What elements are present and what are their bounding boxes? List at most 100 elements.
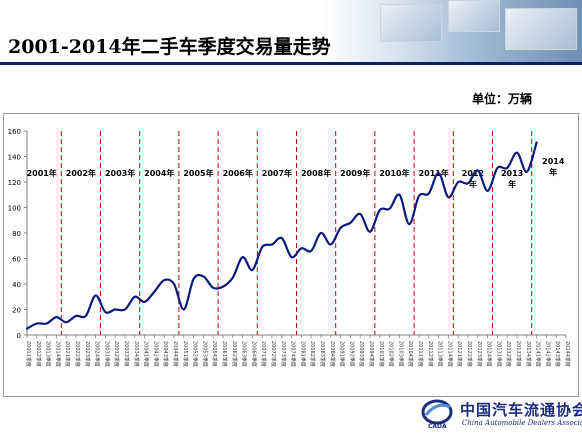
x-tick-label: 20062季度 (231, 341, 238, 367)
data-point (134, 296, 136, 298)
x-tick-label: 20134季度 (525, 341, 532, 367)
data-point (300, 247, 302, 249)
x-tick-label: 20112季度 (427, 341, 434, 367)
data-point (124, 309, 126, 311)
x-tick-label: 20063季度 (241, 341, 248, 367)
year-label: 2002年 (66, 168, 96, 178)
x-tick-label: 20024季度 (94, 341, 101, 367)
year-label: 2010年 (379, 168, 409, 178)
x-tick-label: 20143季度 (554, 341, 561, 367)
year-label: 2003年 (105, 168, 135, 178)
org-logo: CADA 中国汽车流通协会 China Automobile Dealers A… (420, 395, 582, 437)
data-point (212, 287, 214, 289)
x-tick-label: 20123季度 (476, 341, 483, 367)
data-point (526, 171, 528, 173)
y-tick-label: 140 (8, 154, 21, 162)
data-point (320, 232, 322, 234)
data-point (183, 309, 185, 311)
data-point (389, 208, 391, 210)
year-label: 2013 年 (501, 169, 523, 189)
data-point (496, 167, 498, 169)
y-tick-label: 20 (12, 307, 21, 315)
x-tick-label: 20032季度 (113, 341, 120, 367)
year-label: 2009年 (340, 168, 370, 178)
header-banner: 2001-2014年二手车季度交易量走势 (0, 0, 582, 62)
data-point (95, 294, 97, 296)
x-tick-label: 20122季度 (466, 341, 473, 367)
x-tick-label: 20013季度 (45, 341, 52, 367)
decor-tile (505, 8, 577, 50)
data-point (516, 152, 518, 154)
title-underline (0, 62, 582, 65)
data-point (242, 256, 244, 258)
data-point (232, 277, 234, 279)
page-title: 2001-2014年二手车季度交易量走势 (8, 36, 331, 58)
x-tick-label: 20011季度 (25, 341, 32, 367)
x-tick-label: 20021季度 (64, 341, 71, 367)
x-tick-label: 20113季度 (437, 341, 444, 367)
x-tick-label: 20084季度 (329, 341, 336, 367)
data-point (330, 243, 332, 245)
x-tick-label: 20121季度 (456, 341, 463, 367)
data-point (340, 227, 342, 229)
data-point (398, 194, 400, 196)
cada-logo-icon (421, 399, 453, 425)
x-tick-label: 20093季度 (358, 341, 365, 367)
x-tick-label: 20022季度 (74, 341, 81, 367)
data-point (144, 301, 146, 303)
x-tick-label: 20124季度 (486, 341, 493, 367)
chart-frame (3, 113, 579, 397)
x-tick-label: 20064季度 (250, 341, 257, 367)
data-point (467, 182, 469, 184)
data-point (536, 141, 538, 143)
x-tick-label: 20082季度 (309, 341, 316, 367)
org-abbreviation: CADA (428, 423, 447, 430)
x-tick-label: 20041季度 (143, 341, 150, 367)
data-point (487, 190, 489, 192)
x-tick-label: 20111季度 (417, 341, 424, 367)
data-point (46, 323, 48, 325)
series-line (25, 141, 538, 330)
y-tick-label: 100 (8, 205, 21, 213)
x-tick-label: 20104季度 (407, 341, 414, 367)
year-label: 2001年 (27, 168, 57, 178)
data-point (418, 195, 420, 197)
year-label: 2014 年 (542, 157, 565, 177)
x-tick-label: 20061季度 (221, 341, 228, 367)
x-tick-label: 20103季度 (397, 341, 404, 367)
x-tick-label: 20094季度 (368, 341, 375, 367)
data-point (477, 170, 479, 172)
year-label: 2011年 (419, 168, 449, 178)
x-tick-label: 20053季度 (201, 341, 208, 367)
org-name-en: China Automobile Dealers Association (462, 419, 582, 427)
year-label: 2012 年 (462, 169, 484, 189)
x-tick-label: 20142季度 (544, 341, 551, 367)
x-tick-label: 20144季度 (564, 341, 571, 367)
year-label: 2006年 (223, 168, 253, 178)
x-tick-label: 20074季度 (290, 341, 297, 367)
x-tick-label: 20052季度 (192, 341, 199, 367)
x-tick-label: 20073季度 (280, 341, 287, 367)
x-tick-label: 20083季度 (319, 341, 326, 367)
x-tick-label: 20034季度 (133, 341, 140, 367)
y-tick-label: 80 (12, 230, 21, 238)
data-point (114, 309, 116, 311)
x-tick-label: 20091季度 (339, 341, 346, 367)
data-point (310, 250, 312, 252)
data-point (153, 291, 155, 293)
y-tick-label: 0 (17, 332, 21, 340)
x-tick-label: 20133季度 (515, 341, 522, 367)
data-point (36, 323, 38, 325)
x-tick-label: 20071季度 (260, 341, 267, 367)
data-point (271, 243, 273, 245)
data-point (457, 181, 459, 183)
data-point (163, 279, 165, 281)
y-tick-label: 160 (8, 128, 21, 136)
data-point (379, 209, 381, 211)
x-tick-label: 20092季度 (348, 341, 355, 367)
x-tick-label: 20081季度 (299, 341, 306, 367)
x-tick-label: 20114季度 (446, 341, 453, 367)
x-tick-label: 20044季度 (172, 341, 179, 367)
data-point (291, 256, 293, 258)
data-point (359, 213, 361, 215)
